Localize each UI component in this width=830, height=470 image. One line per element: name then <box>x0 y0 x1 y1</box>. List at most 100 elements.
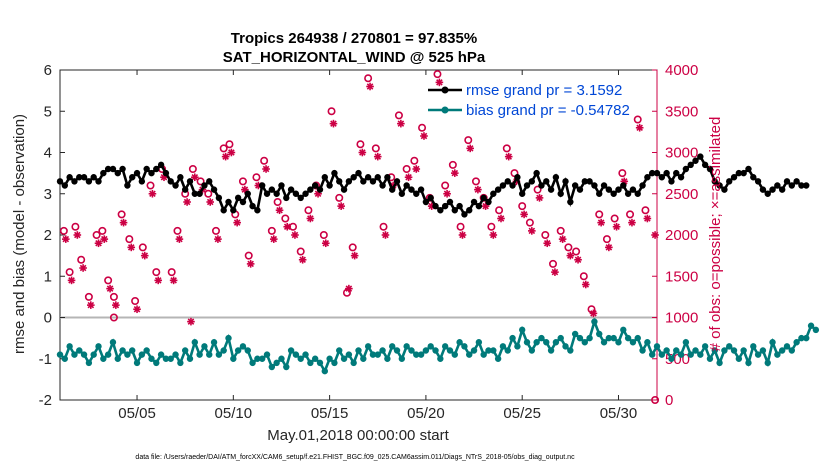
bias-point <box>547 347 555 354</box>
bias-point <box>687 351 694 358</box>
rmse-point <box>480 194 487 202</box>
bias-point <box>302 351 309 358</box>
y-tick-label-right: 1500 <box>665 268 698 285</box>
obs-assimilated-point <box>187 317 195 326</box>
rmse-point <box>754 178 762 185</box>
rmse-point <box>230 207 237 214</box>
plot-area: -2-1012345605001000150020002500300035004… <box>39 62 820 422</box>
obs-assimilated-point <box>160 173 168 182</box>
obs-assimilated-point <box>381 231 390 239</box>
rmse-point <box>196 190 203 197</box>
rmse-point <box>422 198 430 206</box>
obs-possible-point <box>117 210 126 219</box>
rmse-point <box>543 178 550 185</box>
obs-assimilated-point <box>543 239 552 248</box>
y-tick-label-right: 2000 <box>665 227 698 244</box>
y-tick-label-right: 2500 <box>665 186 698 203</box>
obs-possible-point <box>572 247 581 256</box>
bias-point <box>268 363 276 371</box>
obs-assimilated-point <box>67 276 76 285</box>
y-tick-label-left: 6 <box>44 62 52 79</box>
rmse-point <box>677 174 685 181</box>
bias-point <box>485 347 492 354</box>
obs-possible-point <box>633 115 642 124</box>
bias-point <box>634 334 641 342</box>
rmse-point <box>759 186 767 193</box>
obs-assimilated-point <box>127 243 136 252</box>
obs-assimilated-point <box>175 235 184 243</box>
bias-point <box>615 339 622 346</box>
obs-possible-point <box>296 247 305 256</box>
rmse-point <box>692 157 699 164</box>
obs-assimilated-point <box>404 173 413 182</box>
obs-assimilated-point <box>435 78 444 87</box>
obs-possible-point <box>304 206 313 215</box>
x-axis-label: May.01,2018 00:00:00 start <box>267 427 449 444</box>
obs-possible-point <box>109 292 118 301</box>
bias-point <box>109 339 117 346</box>
rmse-point <box>162 169 170 177</box>
rmse-point <box>417 186 425 193</box>
bias-point <box>701 343 709 350</box>
obs-assimilated-point <box>148 189 157 198</box>
obs-possible-point <box>533 185 542 194</box>
rmse-point <box>225 198 232 206</box>
rmse-point <box>124 182 131 189</box>
obs-assimilated-point <box>366 82 374 91</box>
bias-point <box>90 351 97 358</box>
bias-point <box>71 351 78 358</box>
obs-assimilated-point <box>420 132 428 140</box>
rmse-point <box>629 186 637 193</box>
obs-assimilated-point <box>558 235 567 243</box>
rmse-point <box>538 182 545 189</box>
bias-point <box>514 343 521 350</box>
rmse-point <box>620 182 627 189</box>
bias-point <box>677 351 685 358</box>
rmse-point <box>336 178 343 185</box>
rmse-point <box>461 211 468 218</box>
obs-assimilated-point <box>566 251 575 260</box>
obs-assimilated-point <box>358 148 367 157</box>
obs-assimilated-point <box>551 268 559 276</box>
rmse-point <box>437 207 444 214</box>
bias-point <box>393 347 401 354</box>
rmse-point <box>364 174 372 181</box>
rmse-point <box>393 178 401 185</box>
bias-point <box>263 351 271 358</box>
obs-assimilated-point <box>133 305 141 314</box>
obs-possible-point <box>651 395 660 404</box>
rmse-point <box>793 178 800 185</box>
rmse-point <box>408 186 415 193</box>
bias-point <box>292 351 300 358</box>
rmse-point <box>581 178 588 185</box>
obs-assimilated-point <box>221 152 230 161</box>
rmse-point <box>369 178 377 185</box>
rmse-point <box>374 174 381 181</box>
bias-point <box>172 351 179 358</box>
obs-possible-point <box>92 231 101 240</box>
bias-point <box>668 355 675 362</box>
obs-assimilated-point <box>321 239 330 248</box>
legend-swatch-marker <box>441 86 449 94</box>
obs-assimilated-point <box>206 198 215 206</box>
bias-point <box>326 355 333 362</box>
bias-point <box>576 334 584 342</box>
obs-possible-point <box>319 231 328 240</box>
obs-assimilated-point <box>275 206 284 215</box>
rmse-point <box>600 182 608 189</box>
bias-point <box>191 339 199 346</box>
obs-possible-point <box>327 107 336 116</box>
rmse-point <box>172 182 179 189</box>
bias-point <box>543 339 550 346</box>
legend-swatch-marker <box>441 106 449 114</box>
y-tick-label-left: 1 <box>44 268 52 285</box>
bias-point <box>234 347 242 354</box>
obs-assimilated-point <box>651 231 659 239</box>
rmse-point <box>181 186 189 193</box>
obs-possible-point <box>219 144 228 153</box>
obs-assimilated-point <box>337 202 345 210</box>
bias-point <box>307 359 314 367</box>
obs-possible-point <box>104 276 113 285</box>
bias-point <box>764 359 771 367</box>
obs-assimilated-point <box>61 235 70 243</box>
